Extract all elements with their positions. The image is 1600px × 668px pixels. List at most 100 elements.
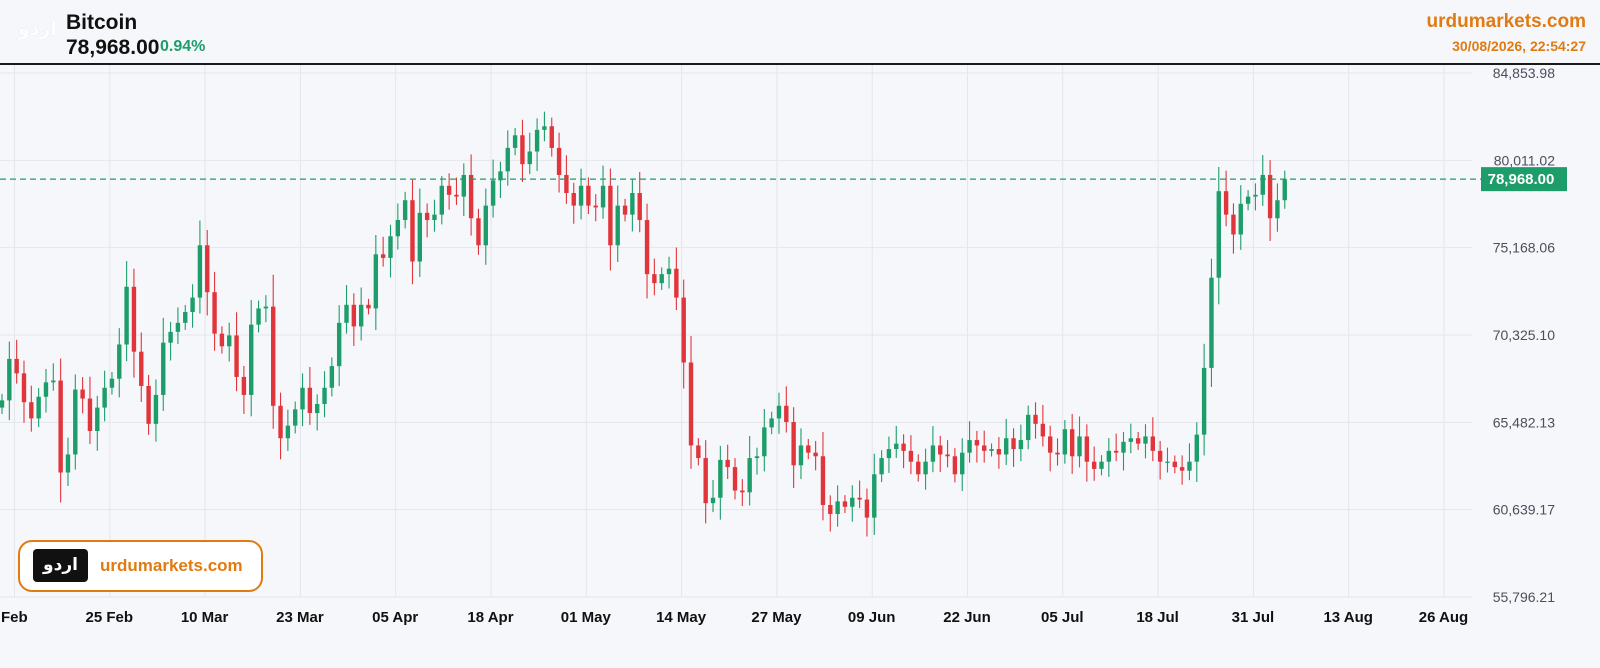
candle-body (740, 490, 745, 493)
candle-body (102, 387, 107, 408)
candle-body (644, 220, 650, 275)
candle-body (461, 174, 466, 197)
candle-body (798, 445, 804, 466)
candle-body (256, 308, 261, 325)
candle-body (424, 212, 430, 221)
candle-body (300, 387, 305, 410)
candle-body (307, 387, 313, 413)
y-tick-label: 84,853.98 (1493, 65, 1555, 81)
y-tick-label: 80,011.02 (1494, 152, 1555, 168)
candle-body (967, 440, 972, 453)
grid-lines (0, 65, 1472, 598)
candle-body (1084, 436, 1090, 462)
candle-body (410, 200, 415, 262)
x-tick-label: 31 Jul (1232, 609, 1275, 626)
candle-body (908, 450, 914, 462)
candle-body (1026, 414, 1031, 441)
candle-body (227, 335, 232, 347)
candle-body (175, 322, 181, 332)
candle-body (1121, 441, 1126, 453)
candle-body (1128, 438, 1134, 442)
candle-body (1216, 191, 1221, 278)
candle-body (945, 454, 950, 457)
x-axis: Feb 25 Feb 10 Mar 23 Mar 05 Apr 18 Apr 01 May 1… (1, 609, 1468, 626)
candle-body (205, 245, 210, 293)
candle-body (1040, 423, 1046, 437)
candle-body (828, 504, 833, 514)
candle-body (1135, 438, 1141, 444)
candle-body (505, 147, 510, 172)
candle-body (879, 458, 884, 475)
candle-body (1201, 367, 1207, 435)
current-price: 78,968.00 (66, 36, 160, 59)
candle-body (109, 378, 115, 388)
y-tick-label: 75,168.06 (1493, 240, 1555, 256)
last-price-marker: 78,968.00 (1481, 167, 1567, 192)
candle-body (556, 147, 562, 175)
timestamp: 30/08/2026, 22:54:27 (1452, 38, 1586, 54)
candle-body (358, 304, 364, 327)
candle-body (1150, 436, 1156, 451)
candle-body (600, 185, 606, 208)
candle-body (1223, 191, 1229, 215)
candle-body (732, 467, 738, 491)
candle-body (139, 351, 144, 386)
candle-body (960, 452, 965, 475)
last-price-box (1481, 167, 1567, 192)
candle-body (754, 456, 760, 459)
candle-body (183, 312, 188, 323)
candle-body (395, 220, 401, 237)
urdumarkets-logo-icon: اردو (18, 18, 58, 40)
candle-body (527, 151, 532, 165)
candle-body (762, 427, 767, 457)
candle-body (1069, 429, 1075, 457)
candle-body (894, 443, 899, 450)
candle-body (366, 304, 371, 309)
candle-body (1011, 438, 1016, 450)
x-tick-label: 27 May (751, 609, 802, 626)
x-tick-label: 10 Mar (181, 609, 229, 626)
candle-body (73, 389, 78, 455)
candle-body (586, 185, 591, 206)
candle-body (344, 304, 349, 323)
candle-body (850, 497, 855, 507)
candle-body (820, 456, 826, 505)
candle-body (190, 297, 195, 313)
candle-body (417, 212, 423, 262)
site-name[interactable]: urdumarkets.com (1426, 11, 1586, 32)
candle-body (1209, 277, 1214, 368)
candle-body (87, 398, 93, 432)
candle-body (593, 205, 598, 208)
candle-body (351, 304, 357, 327)
candle-body (703, 458, 708, 504)
candle-body (446, 185, 452, 195)
candle-body (124, 286, 129, 345)
candle-body (842, 501, 848, 507)
candle-body (857, 497, 862, 500)
candle-body (1143, 436, 1148, 444)
candle-body (534, 129, 540, 152)
candle-body (1238, 203, 1243, 235)
candle-body (1282, 179, 1287, 201)
candle-body (241, 376, 247, 395)
candle-body (1172, 461, 1177, 468)
x-tick-label: 18 Apr (467, 609, 513, 626)
candle-body (666, 268, 672, 275)
candle-body (1194, 434, 1199, 462)
plot-background (0, 65, 1600, 668)
candle-body (1018, 440, 1024, 450)
candle-body (659, 274, 664, 284)
candle-body (615, 205, 620, 246)
y-tick-label: 60,639.17 (1493, 502, 1555, 518)
x-tick-label: 25 Feb (86, 609, 134, 626)
candle-body (864, 499, 870, 518)
candle-body (776, 405, 782, 419)
candle-body (1033, 414, 1038, 424)
candle-body (916, 461, 921, 475)
candle-body (219, 333, 225, 347)
candle-body (886, 449, 892, 459)
candle-body (490, 180, 496, 206)
x-tick-label: 09 Jun (848, 609, 896, 626)
candle-body (161, 342, 166, 395)
